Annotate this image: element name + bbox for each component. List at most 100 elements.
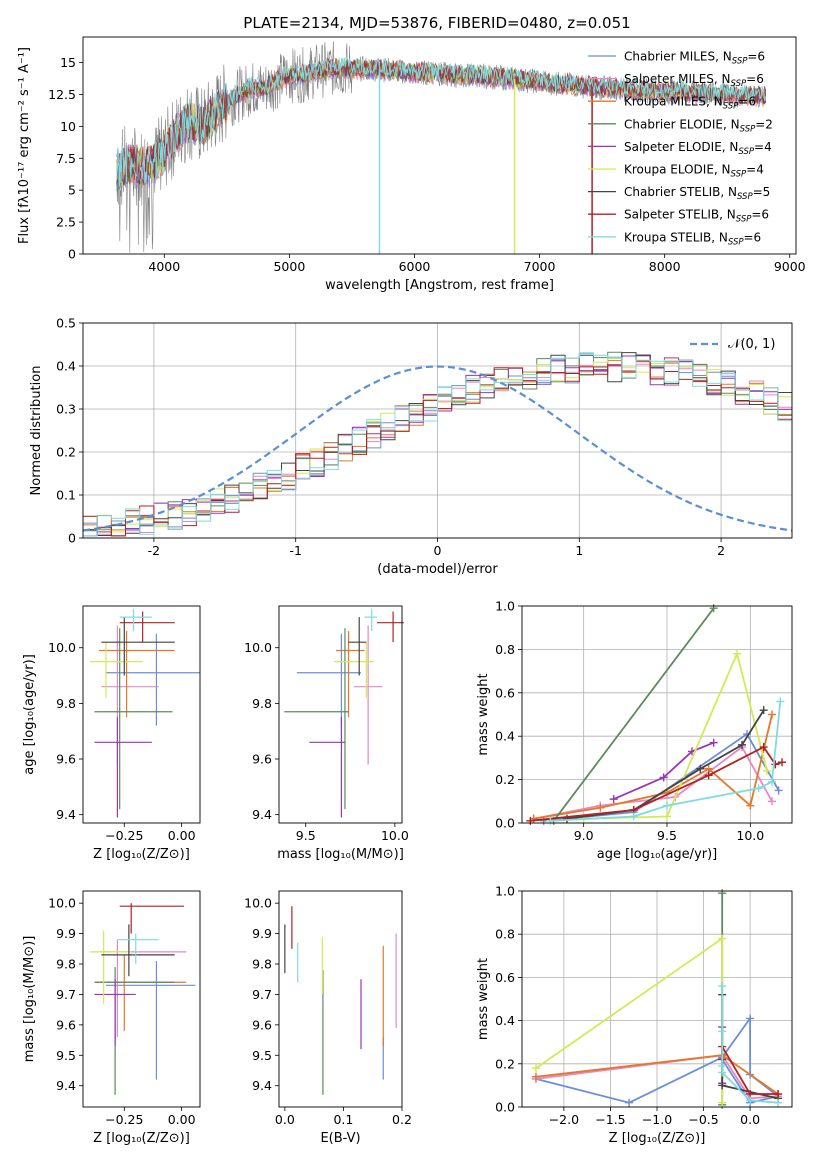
weight-marker: [696, 764, 705, 773]
weight-marker: [625, 1098, 634, 1107]
weight-vs-age-axes: 9.0 9.5 10.0 0.0 0.2 0.4 0.6 0.8 1.0: [495, 599, 792, 843]
weight-vs-age-ylabel: mass weight: [476, 673, 491, 755]
weight-marker: [754, 784, 763, 793]
age-vs-Z-xlabel: Z [log₁₀(Z/Z⊙)]: [93, 847, 190, 862]
spectrum-xtick-label: 6000: [399, 259, 431, 274]
mass-vs-Z-xlabel: Z [log₁₀(Z/Z⊙)]: [93, 1131, 190, 1146]
mass-vs-EBV-ytick-label: 10.0: [244, 896, 272, 911]
mass-vs-Z-axes: −0.25 0.00 9.4 9.5 9.6 9.7 9.8 9.9 10.0: [48, 896, 195, 1127]
weight-marker: [629, 812, 638, 821]
spectrum-xtick-label: 8000: [649, 259, 681, 274]
mass-vs-Z-xtick-label: 0.00: [168, 1112, 196, 1127]
weight-vs-Z-ytick-label: 0.2: [495, 1056, 515, 1071]
weight-marker: [759, 743, 768, 752]
mass-vs-EBV-ytick-label: 9.6: [252, 1017, 272, 1032]
weight-marker: [531, 1064, 540, 1073]
mass-vs-EBV-xtick-label: 0.1: [333, 1112, 353, 1127]
weight-marker: [733, 649, 741, 658]
spectrum-xtick-label: 4000: [148, 259, 180, 274]
weight-vs-age-ytick-label: 0.4: [495, 729, 515, 744]
age-vs-mass-axes: 9.5 10.0 9.4 9.6 9.8 10.0: [244, 640, 409, 843]
weight-marker: [718, 889, 727, 898]
weight-marker: [704, 771, 713, 780]
spectrum-ytick-label: 15: [60, 55, 76, 70]
age-vs-mass-ytick-label: 10.0: [244, 640, 272, 655]
mass-vs-Z-ytick-label: 9.6: [56, 1017, 76, 1032]
weight-vs-Z-ytick-label: 0.0: [495, 1100, 515, 1115]
weight-marker: [768, 797, 776, 806]
weight-vs-Z-ytick-label: 1.0: [495, 884, 515, 899]
weight-marker: [771, 760, 780, 769]
weight-vs-Z-xtick-label: −1.5: [595, 1112, 625, 1127]
histogram-xtick-label: 1: [575, 543, 583, 558]
age-vs-mass-ytick-label: 9.8: [252, 696, 272, 711]
age-vs-Z-frame: [82, 605, 201, 824]
weight-marker: [718, 1027, 727, 1036]
spectrum-ytick-label: 5: [68, 183, 76, 198]
mass-vs-Z-ylabel: mass [log₁₀(M/M⊙)]: [22, 936, 37, 1063]
weight-series-line: [533, 714, 773, 820]
weight-vs-Z-ytick-label: 0.6: [495, 970, 515, 985]
spectrum-ylabel: Flux [fλ10⁻¹⁷ erg cm⁻² s⁻¹ A⁻¹]: [17, 47, 32, 244]
weight-marker: [531, 1072, 540, 1081]
normal-curve: [82, 365, 793, 532]
weight-marker: [718, 934, 727, 943]
weight-marker: [763, 766, 771, 775]
histogram-step-line: [83, 353, 792, 538]
weight-series-line: [552, 607, 715, 822]
mass-vs-EBV-ytick-label: 9.4: [252, 1078, 272, 1093]
mass-vs-EBV-ytick-label: 9.9: [252, 926, 272, 941]
spectrum-xlabel: wavelength [Angstrom, rest frame]: [325, 278, 554, 293]
legend-label: Chabrier MILES, NSSP=6: [624, 50, 765, 67]
mass-vs-EBV-ytick-label: 9.5: [252, 1048, 272, 1063]
weight-marker: [663, 812, 671, 821]
age-vs-Z-axes: −0.25 0.00 9.4 9.6 9.8 10.0: [48, 640, 195, 843]
weight-marker: [709, 738, 718, 747]
weight-vs-age-ytick-label: 0.8: [495, 642, 515, 657]
histogram-xlabel: (data-model)/error: [377, 562, 498, 577]
legend-label: Chabrier STELIB, NSSP=5: [624, 185, 770, 202]
histogram-step-line: [83, 360, 792, 538]
histogram-step-line: [83, 352, 792, 538]
age-vs-Z-ytick-label: 10.0: [48, 640, 76, 655]
weight-vs-age-ytick-label: 1.0: [495, 599, 515, 614]
age-vs-mass-ytick-label: 9.4: [252, 807, 272, 822]
histogram-xtick-label: 0: [434, 543, 442, 558]
spectrum-frame: [82, 36, 797, 255]
weight-vs-Z-xtick-label: −2.0: [549, 1112, 579, 1127]
weight-vs-Z-frame: [521, 890, 793, 1108]
weight-vs-Z-xtick-label: 0.0: [740, 1112, 760, 1127]
legend-label: Kroupa ELODIE, NSSP=4: [624, 163, 764, 180]
weight-vs-age-xlabel: age [log₁₀(age/yr)]: [597, 847, 718, 862]
histogram-step-line: [83, 354, 792, 538]
weight-marker: [746, 801, 755, 810]
age-vs-Z-ylabel: age [log₁₀(age/yr)]: [22, 654, 37, 775]
weight-marker: [718, 1081, 727, 1090]
weight-marker: [563, 814, 571, 823]
histogram-ytick-label: 0.4: [56, 359, 76, 374]
mass-vs-EBV-xlabel: E(B-V): [320, 1131, 360, 1146]
histogram-step-line: [83, 357, 792, 538]
weight-series-line: [613, 741, 715, 800]
weight-vs-age-ytick-label: 0.2: [495, 772, 515, 787]
weight-vs-age-frame: [521, 605, 793, 824]
figure-title: PLATE=2134, MJD=53876, FIBERID=0480, z=0…: [243, 14, 630, 32]
mass-vs-Z-ytick-label: 10.0: [48, 896, 76, 911]
legend-label: Kroupa STELIB, NSSP=6: [624, 230, 761, 247]
mass-vs-EBV-axes: 0.0 0.1 0.2 9.4 9.5 9.6 9.7 9.8 9.9 10.0: [244, 896, 412, 1127]
spectrum-xtick-label: 7000: [524, 259, 556, 274]
weight-marker: [546, 816, 555, 825]
mass-vs-Z-ytick-label: 9.8: [56, 957, 76, 972]
weight-marker: [774, 1098, 783, 1107]
weight-marker: [776, 697, 785, 706]
spectrum-ytick-label: 10: [60, 119, 76, 134]
weight-marker: [768, 777, 776, 786]
weight-vs-Z-ylabel: mass weight: [476, 958, 491, 1040]
histogram-xtick-label: -1: [289, 543, 301, 558]
histogram-step-line: [83, 363, 792, 538]
weight-vs-age-xtick-label: 9.5: [657, 828, 677, 843]
legend-label: Salpeter STELIB, NSSP=6: [624, 208, 769, 225]
spectrum-xtick-label: 5000: [273, 259, 305, 274]
weight-series-line: [550, 701, 782, 822]
